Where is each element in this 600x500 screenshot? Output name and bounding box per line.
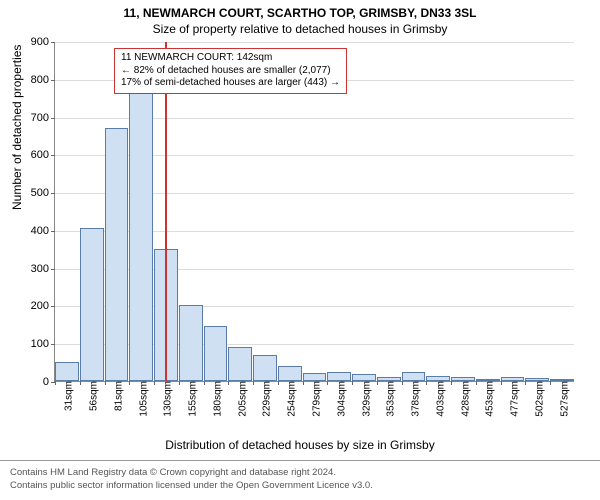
xtick-label: 205sqm	[233, 381, 248, 417]
histogram-bar	[55, 362, 79, 381]
xtick-mark	[204, 381, 205, 385]
histogram-bar	[327, 372, 351, 381]
xtick-label: 279sqm	[308, 381, 323, 417]
xtick-label: 180sqm	[208, 381, 223, 417]
ytick-label: 400	[31, 225, 55, 237]
xtick-mark	[377, 381, 378, 385]
ytick-label: 700	[31, 112, 55, 124]
xtick-mark	[426, 381, 427, 385]
xtick-mark	[476, 381, 477, 385]
xtick-mark	[154, 381, 155, 385]
xtick-label: 81sqm	[109, 381, 124, 411]
xtick-label: 502sqm	[530, 381, 545, 417]
xtick-label: 105sqm	[134, 381, 149, 417]
footer-line-2: Contains public sector information licen…	[10, 480, 590, 492]
xtick-label: 130sqm	[159, 381, 174, 417]
annotation-line: ← 82% of detached houses are smaller (2,…	[121, 65, 340, 78]
histogram-bar	[179, 305, 203, 381]
histogram-bar	[228, 347, 252, 381]
ytick-label: 800	[31, 74, 55, 86]
ytick-label: 500	[31, 187, 55, 199]
ytick-label: 100	[31, 338, 55, 350]
histogram-bar	[352, 374, 376, 381]
histogram-bar	[204, 326, 228, 381]
histogram-chart: 010020030040050060070080090031sqm56sqm81…	[54, 42, 574, 382]
xtick-mark	[303, 381, 304, 385]
xtick-mark	[550, 381, 551, 385]
x-axis-label: Distribution of detached houses by size …	[0, 438, 600, 452]
annotation-line: 17% of semi-detached houses are larger (…	[121, 77, 340, 90]
xtick-label: 304sqm	[332, 381, 347, 417]
page-subtitle: Size of property relative to detached ho…	[0, 20, 600, 36]
xtick-mark	[105, 381, 106, 385]
xtick-label: 329sqm	[357, 381, 372, 417]
histogram-bar	[402, 372, 426, 381]
xtick-mark	[253, 381, 254, 385]
xtick-mark	[501, 381, 502, 385]
xtick-mark	[80, 381, 81, 385]
xtick-mark	[228, 381, 229, 385]
histogram-bar	[105, 128, 129, 381]
xtick-label: 155sqm	[184, 381, 199, 417]
xtick-label: 453sqm	[481, 381, 496, 417]
annotation-box: 11 NEWMARCH COURT: 142sqm← 82% of detach…	[114, 48, 347, 94]
xtick-label: 254sqm	[283, 381, 298, 417]
ytick-label: 200	[31, 300, 55, 312]
xtick-label: 56sqm	[85, 381, 100, 411]
xtick-mark	[55, 381, 56, 385]
footer-line-1: Contains HM Land Registry data © Crown c…	[10, 467, 590, 479]
ytick-label: 300	[31, 263, 55, 275]
histogram-bar	[129, 83, 153, 381]
xtick-mark	[129, 381, 130, 385]
histogram-bar	[80, 228, 104, 381]
xtick-mark	[451, 381, 452, 385]
footer-attribution: Contains HM Land Registry data © Crown c…	[0, 460, 600, 500]
xtick-label: 477sqm	[506, 381, 521, 417]
page-title: 11, NEWMARCH COURT, SCARTHO TOP, GRIMSBY…	[0, 0, 600, 20]
histogram-bar	[278, 366, 302, 381]
xtick-label: 353sqm	[382, 381, 397, 417]
xtick-mark	[179, 381, 180, 385]
xtick-mark	[402, 381, 403, 385]
histogram-bar	[303, 373, 327, 381]
annotation-line: 11 NEWMARCH COURT: 142sqm	[121, 52, 340, 65]
histogram-bar	[253, 355, 277, 381]
xtick-mark	[278, 381, 279, 385]
xtick-label: 527sqm	[555, 381, 570, 417]
xtick-mark	[352, 381, 353, 385]
gridline	[55, 42, 574, 43]
y-axis-label: Number of detached properties	[10, 45, 24, 210]
xtick-label: 229sqm	[258, 381, 273, 417]
xtick-label: 31sqm	[60, 381, 75, 411]
xtick-label: 378sqm	[407, 381, 422, 417]
ytick-label: 0	[43, 376, 55, 388]
xtick-label: 403sqm	[431, 381, 446, 417]
ytick-label: 600	[31, 149, 55, 161]
xtick-mark	[525, 381, 526, 385]
ytick-label: 900	[31, 36, 55, 48]
xtick-mark	[327, 381, 328, 385]
xtick-label: 428sqm	[456, 381, 471, 417]
